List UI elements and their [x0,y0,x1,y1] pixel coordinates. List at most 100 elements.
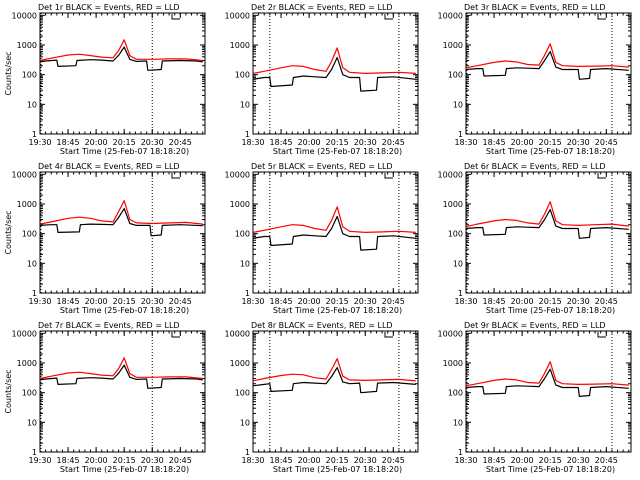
x-tick-label: 20:00 [85,456,108,465]
chart-title: Det 6r BLACK = Events, RED = LLD [464,162,606,171]
series-line-lld [465,43,629,69]
x-tick-label: 20:00 [85,297,108,306]
y-tick-label: 1000 [230,41,250,50]
x-tick-label: 18:45 [270,138,293,147]
series-line-lld [39,39,203,62]
y-tick-label: 100 [235,230,250,239]
chart-title: Det 2r BLACK = Events, RED = LLD [251,3,393,12]
y-tick-label: 1 [245,130,250,139]
x-tick-label: 20:15 [113,138,136,147]
chart-title: Det 3r BLACK = Events, RED = LLD [464,3,606,12]
legend-marker [597,14,606,20]
chart-panel-6: Det 6r BLACK = Events, RED = LLD 1 10 100 10… [438,162,632,315]
x-tick-label: 20:00 [85,138,108,147]
chart-title: Det 4r BLACK = Events, RED = LLD [38,162,180,171]
chart-panel-9: Det 9r BLACK = Events, RED = LLD 1 10 100 10… [438,321,632,474]
x-tick-label: 20:15 [113,297,136,306]
y-tick-label: 10 [453,100,463,109]
x-axis-label: Start Time (25-Feb-07 18:18:20) [273,465,402,474]
chart-title: Det 1r BLACK = Events, RED = LLD [38,3,180,12]
y-axis-label: Counts/sec [4,51,13,95]
x-tick-label: 20:00 [511,297,534,306]
x-tick-label: 20:30 [141,456,164,465]
x-tick-label: 18:45 [57,138,80,147]
x-tick-label: 20:15 [326,297,349,306]
x-tick-label: 20:15 [326,138,349,147]
legend-marker [171,332,180,338]
x-tick-label: 20:30 [567,456,590,465]
y-tick-label: 1 [245,289,250,298]
y-tick-label: 100 [22,71,37,80]
y-tick-label: 10 [240,418,250,427]
x-tick-label: 20:45 [169,456,192,465]
chart-panel-7: Det 7r BLACK = Events, RED = LLD 1 10 100 10… [4,321,206,474]
x-tick-label: 20:15 [539,297,562,306]
y-tick-label: 10 [27,259,37,268]
x-axis-label: Start Time (25-Feb-07 18:18:20) [273,306,402,315]
x-tick-label: 18:45 [270,297,293,306]
legend-marker [384,332,393,338]
chart-title: Det 8r BLACK = Events, RED = LLD [251,321,393,330]
x-tick-label: 18:45 [483,138,506,147]
x-axis-label: Start Time (25-Feb-07 18:18:20) [273,147,402,156]
series-line-events [252,367,416,394]
series-line-lld [252,47,416,75]
x-axis-label: Start Time (25-Feb-07 18:18:20) [60,147,189,156]
x-tick-label: 20:45 [169,138,192,147]
y-tick-label: 10000 [12,11,37,20]
y-tick-label: 1 [32,448,37,457]
chart-title: Det 5r BLACK = Events, RED = LLD [251,162,393,171]
plot-frame [252,171,419,294]
plot-frame [39,12,206,135]
x-tick-label: 20:15 [539,138,562,147]
x-tick-label: 20:30 [567,138,590,147]
x-tick-label: 20:45 [382,138,405,147]
y-tick-label: 100 [22,389,37,398]
y-tick-label: 10000 [225,329,250,338]
x-tick-label: 20:30 [354,456,377,465]
y-tick-label: 10 [453,418,463,427]
series-line-events [252,56,416,92]
chart-panel-8: Det 8r BLACK = Events, RED = LLD 1 10 100 10… [225,321,419,474]
x-tick-label: 20:00 [511,138,534,147]
chart-panel-4: Det 4r BLACK = Events, RED = LLD 1 10 100 10… [4,162,206,315]
y-tick-label: 100 [235,389,250,398]
y-tick-label: 100 [22,230,37,239]
x-tick-label: 20:15 [539,456,562,465]
y-tick-label: 100 [235,71,250,80]
y-tick-label: 10000 [12,170,37,179]
series-line-events [39,208,203,237]
plot-frame [39,171,206,294]
x-tick-label: 19:30 [28,456,51,465]
series-line-events [39,364,203,389]
y-axis-label: Counts/sec [4,369,13,413]
x-tick-label: 20:45 [382,297,405,306]
series-line-lld [39,357,203,380]
y-tick-label: 1 [32,130,37,139]
x-tick-label: 20:00 [298,297,321,306]
y-tick-label: 1000 [443,41,463,50]
y-tick-label: 10000 [438,329,463,338]
y-tick-label: 10000 [438,11,463,20]
x-tick-label: 20:45 [595,297,618,306]
series-line-events [465,368,629,397]
y-tick-label: 1 [458,130,463,139]
x-tick-label: 18:45 [57,456,80,465]
y-tick-label: 10 [453,259,463,268]
y-tick-label: 100 [448,71,463,80]
x-tick-label: 20:45 [595,138,618,147]
x-tick-label: 20:30 [141,138,164,147]
x-tick-label: 20:00 [298,138,321,147]
y-tick-label: 10000 [12,329,37,338]
x-tick-label: 18:45 [483,297,506,306]
series-line-lld [252,358,416,382]
chart-panel-1: Det 1r BLACK = Events, RED = LLD 1 10 100 10… [4,3,206,156]
x-tick-label: 20:15 [113,456,136,465]
x-tick-label: 20:45 [169,297,192,306]
x-axis-label: Start Time (25-Feb-07 18:18:20) [60,306,189,315]
chart-title: Det 7r BLACK = Events, RED = LLD [38,321,180,330]
x-tick-label: 18:45 [57,297,80,306]
x-axis-label: Start Time (25-Feb-07 18:18:20) [486,306,615,315]
y-tick-label: 10 [27,418,37,427]
